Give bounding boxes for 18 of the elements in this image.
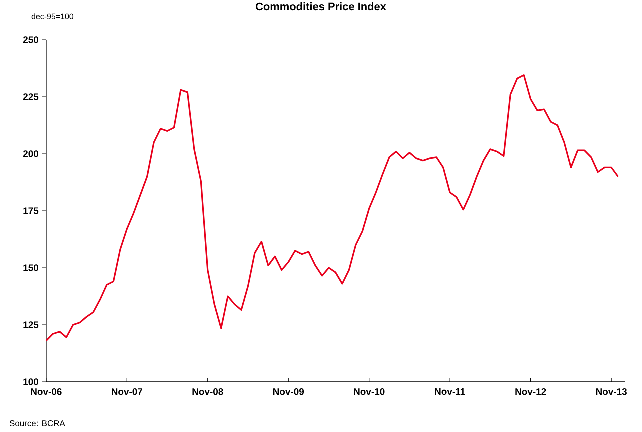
x-tick-label: Nov-11 — [435, 388, 466, 396]
x-tick-label: Nov-13 — [596, 388, 627, 396]
line-series — [46, 74, 620, 342]
x-tick-label: Nov-08 — [192, 388, 224, 396]
y-tick-label: 150 — [24, 264, 38, 272]
x-tick-label: Nov-12 — [516, 388, 546, 396]
x-tick-label: Nov-10 — [354, 388, 385, 396]
y-tick-label: 175 — [24, 208, 39, 214]
y-tick-label: 250 — [23, 36, 38, 44]
x-tick-label: Nov-09 — [273, 388, 304, 396]
y-tick-label: 200 — [23, 150, 38, 158]
chart-title: Commodities Price Index — [256, 2, 386, 11]
y-tick-label: 125 — [24, 322, 39, 328]
x-tick-label: Nov-06 — [31, 388, 62, 396]
source-note: Source: BCRA — [10, 420, 66, 426]
x-tick-label: Nov-07 — [112, 388, 142, 396]
y-tick-label: 225 — [23, 94, 39, 100]
y-tick-label: 100 — [24, 378, 38, 386]
